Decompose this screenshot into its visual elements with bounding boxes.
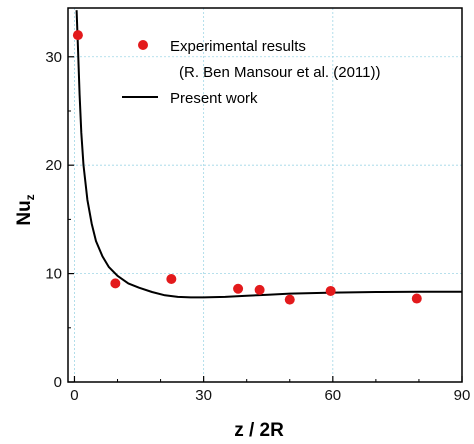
data-point-experimental — [411, 293, 422, 304]
x-axis-title: z / 2R — [234, 420, 284, 441]
points-layer — [72, 30, 422, 305]
line-layer — [75, 10, 463, 299]
y-tick-label: 30 — [45, 49, 62, 66]
y-axis-title: Nuz — [14, 194, 37, 225]
x-tick-label: 60 — [324, 387, 341, 404]
ticks-layer: 0 30 60 90 0 10 20 30 — [45, 49, 470, 404]
data-point-experimental — [72, 30, 83, 41]
y-tick-label: 10 — [45, 266, 62, 283]
data-point-experimental — [166, 274, 177, 285]
series-line-present-work — [75, 10, 463, 299]
x-tick-label: 90 — [454, 387, 471, 404]
svg-text:Nuz: Nuz — [14, 194, 37, 225]
legend-label-experimental: Experimental results — [170, 38, 306, 55]
x-tick-label: 30 — [195, 387, 212, 404]
data-point-experimental — [254, 284, 265, 295]
legend: Experimental results (R. Ben Mansour et … — [122, 38, 380, 107]
legend-label-present-work: Present work — [170, 90, 258, 107]
legend-label-experimental-source: (R. Ben Mansour et al. (2011)) — [179, 64, 380, 81]
data-point-experimental — [110, 278, 121, 289]
y-axis-title-main: Nu — [14, 200, 35, 225]
data-point-experimental — [325, 285, 336, 296]
y-tick-label: 20 — [45, 157, 62, 174]
data-point-experimental — [233, 283, 244, 294]
y-tick-label: 0 — [54, 374, 62, 391]
legend-marker-experimental — [138, 40, 148, 50]
plot-frame — [67, 7, 463, 383]
data-point-experimental — [284, 294, 295, 305]
x-tick-label: 0 — [70, 387, 78, 404]
y-axis-title-sub: z — [23, 194, 37, 200]
